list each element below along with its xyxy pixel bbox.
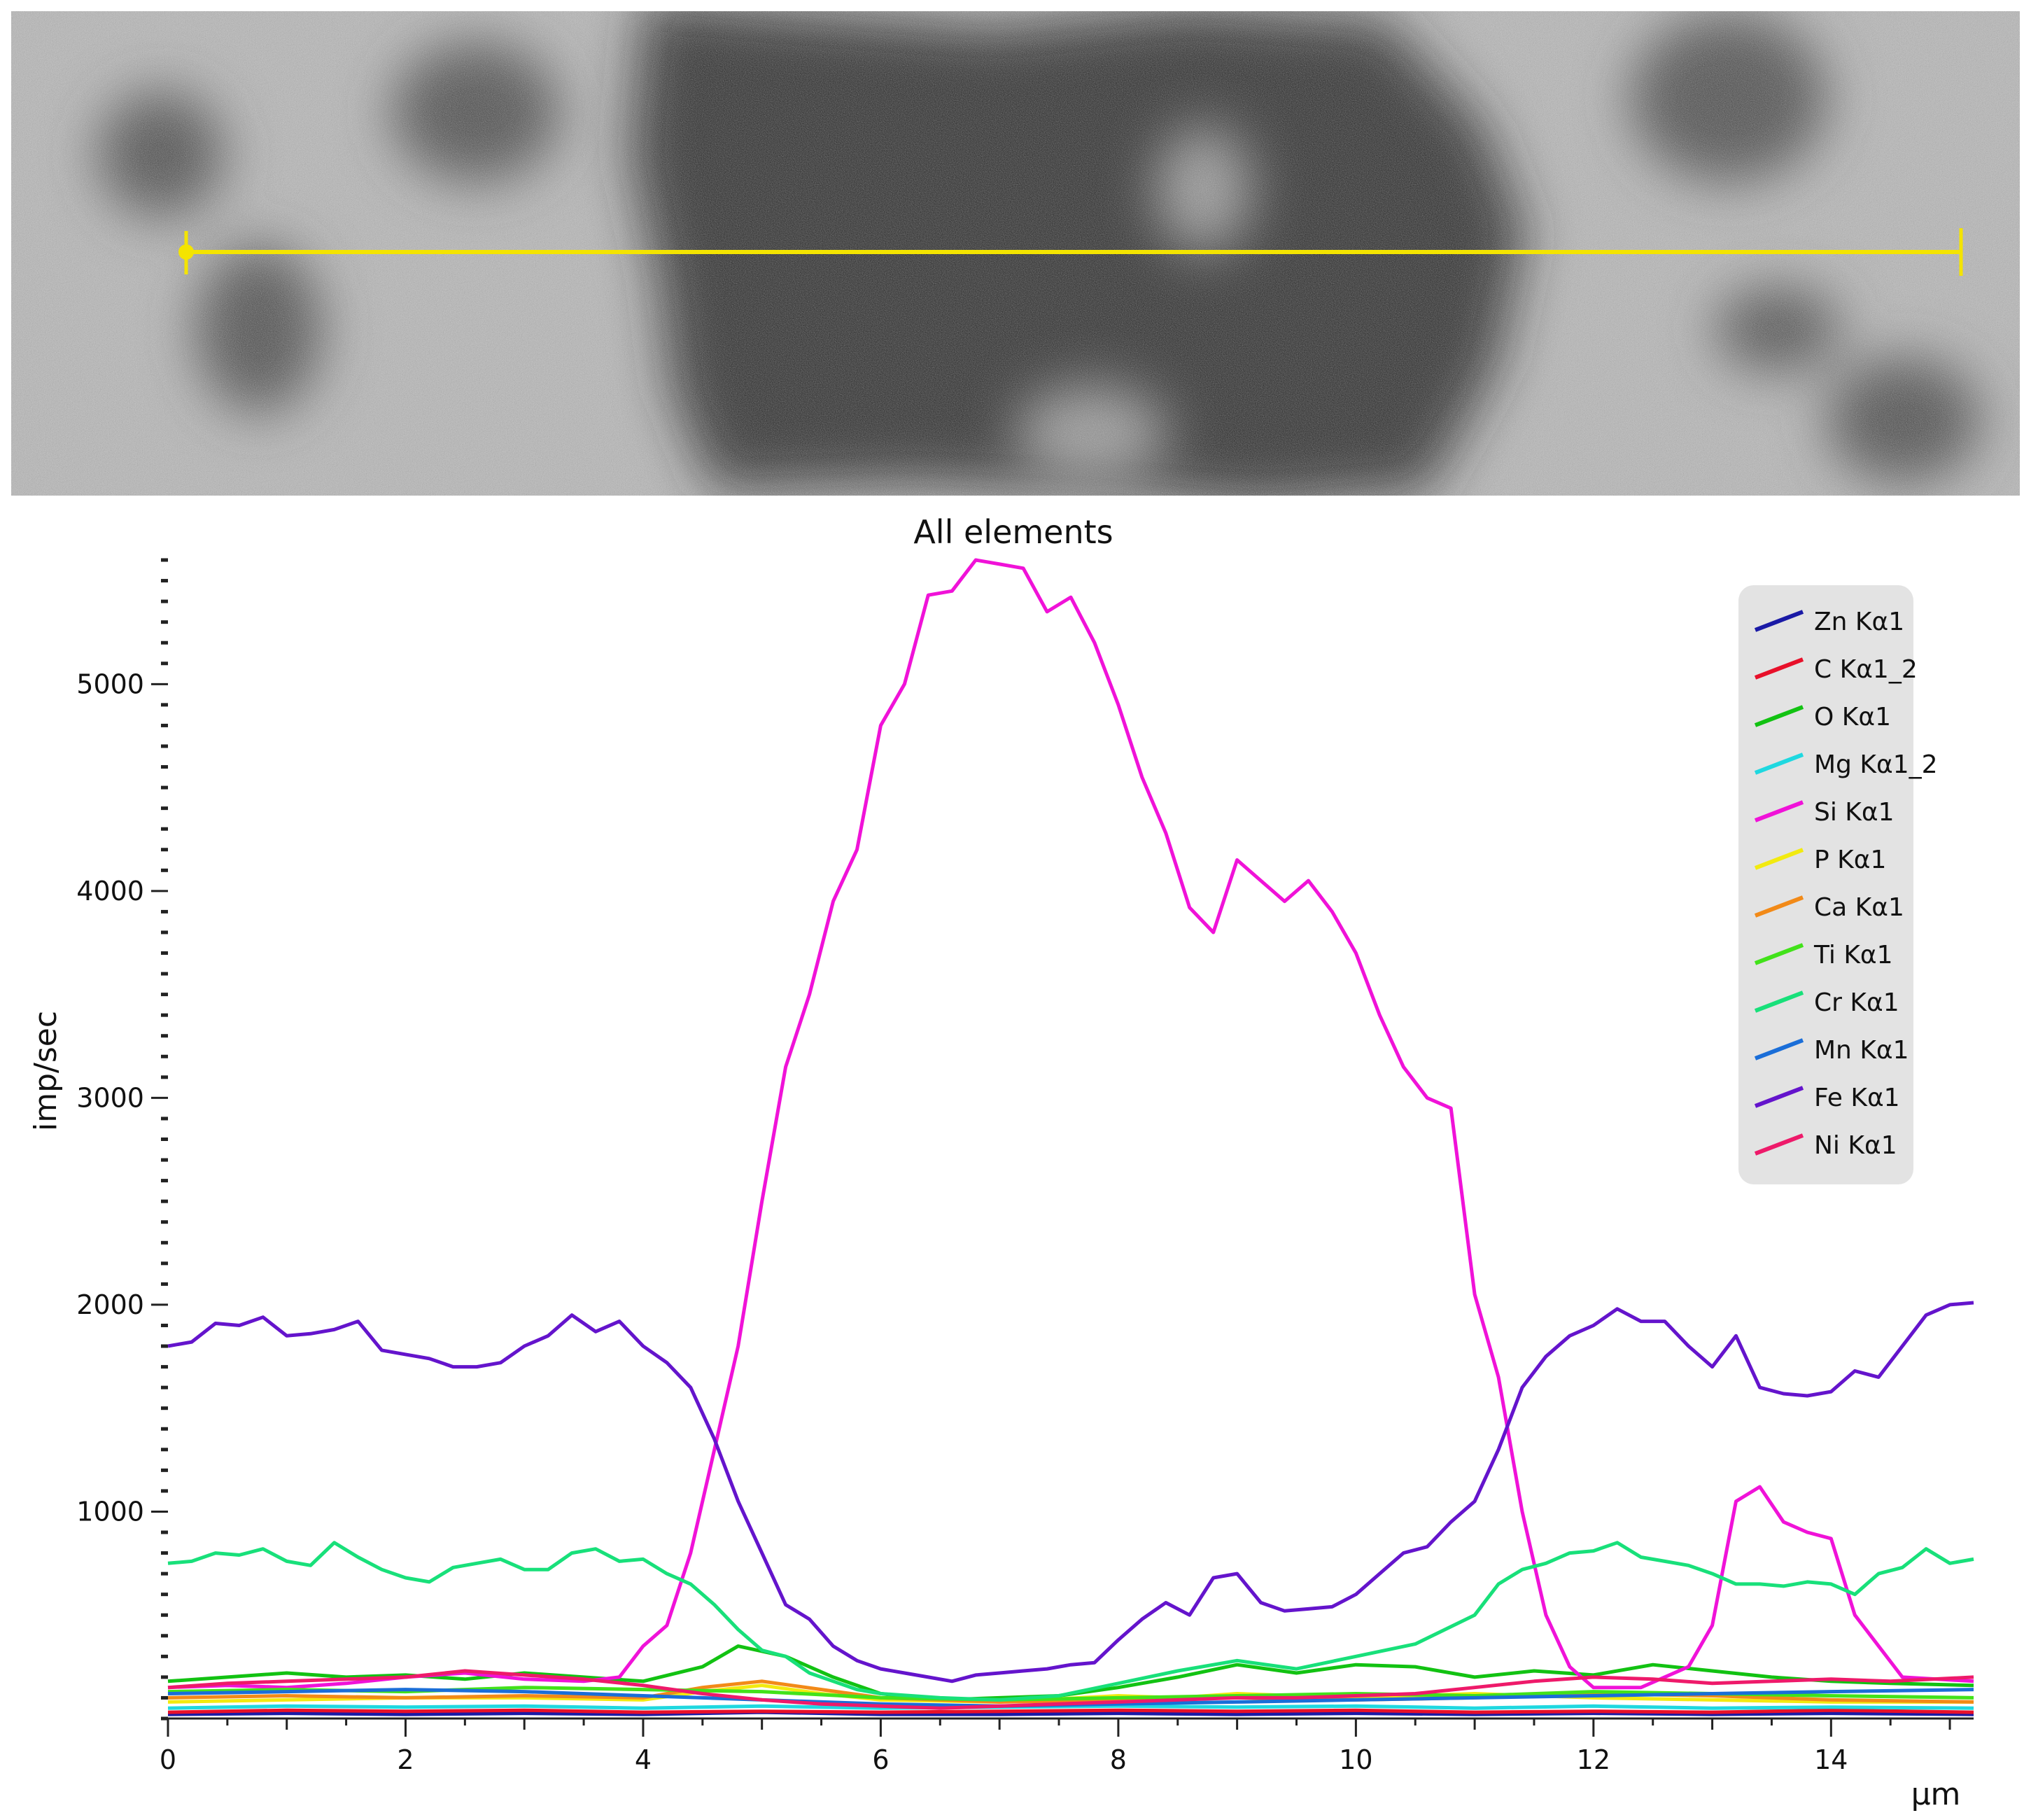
- legend-label: Mg Kα1_2: [1814, 750, 1938, 779]
- legend-swatch: [1754, 1038, 1804, 1060]
- legend-label: P Kα1: [1814, 846, 1886, 874]
- x-tick-label: 10: [1339, 1744, 1372, 1775]
- legend-swatch: [1754, 895, 1804, 918]
- legend-label: Si Kα1: [1814, 798, 1895, 827]
- legend-label: Zn Kα1: [1814, 608, 1904, 636]
- x-axis-label: µm: [1911, 1777, 1961, 1812]
- legend: Zn Kα1 C Kα1_2 O Kα1 Mg Kα1_2 Si Kα1 P Kα1 Ca …: [1738, 585, 1938, 1184]
- x-tick-label: 2: [397, 1744, 414, 1775]
- y-tick-label: 4000: [76, 876, 144, 906]
- x-tick-label: 14: [1814, 1744, 1848, 1775]
- series-line-c-k-1-2: [167, 1708, 1974, 1714]
- legend-label: Cr Kα1: [1814, 988, 1899, 1017]
- sem-micrograph: [11, 11, 2020, 496]
- series-line-ni-k-1: [167, 1669, 1974, 1710]
- x-tick-label: 12: [1577, 1744, 1610, 1775]
- y-tick-label: 5000: [76, 668, 144, 699]
- series-line-si-k-1: [167, 558, 1974, 1690]
- legend-swatch: [1754, 800, 1804, 822]
- legend-label: O Kα1: [1814, 703, 1891, 732]
- legend-swatch: [1754, 657, 1804, 680]
- legend-swatch: [1754, 610, 1804, 632]
- x-tick-label: 4: [635, 1744, 652, 1775]
- legend-swatch: [1754, 848, 1804, 870]
- legend-swatch: [1754, 1133, 1804, 1156]
- y-axis-label: imp/sec: [28, 1011, 64, 1131]
- legend-swatch: [1754, 943, 1804, 965]
- legend-label: C Kα1_2: [1814, 655, 1918, 684]
- series-line-zn-k-1: [167, 1710, 1974, 1716]
- x-tick-label: 0: [160, 1744, 176, 1775]
- y-tick-label: 3000: [76, 1082, 144, 1113]
- legend-label: Ti Kα1: [1813, 941, 1893, 969]
- y-tick-label: 2000: [76, 1289, 144, 1320]
- legend-label: Ni Kα1: [1814, 1131, 1897, 1160]
- legend-swatch: [1754, 1086, 1804, 1108]
- chart-title: All elements: [913, 513, 1113, 551]
- legend-label: Mn Kα1: [1814, 1036, 1909, 1065]
- linescan-start-marker: [178, 244, 194, 260]
- legend-box: [1738, 585, 1913, 1184]
- legend-label: Fe Kα1: [1814, 1084, 1900, 1112]
- y-tick-label: 1000: [76, 1496, 144, 1527]
- series-layer: [167, 558, 1974, 1716]
- legend-swatch: [1754, 752, 1804, 775]
- legend-label: Ca Kα1: [1814, 893, 1904, 922]
- x-tick-label: 6: [872, 1744, 889, 1775]
- series-line-cr-k-1: [167, 1541, 1974, 1702]
- x-tick-label: 8: [1110, 1744, 1127, 1775]
- series-line-fe-k-1: [167, 1301, 1974, 1684]
- legend-swatch: [1754, 705, 1804, 727]
- axes: 1000 2000 3000 4000 5000 0 2 4 6 8 10 12 14: [76, 558, 1974, 1775]
- legend-swatch: [1754, 990, 1804, 1013]
